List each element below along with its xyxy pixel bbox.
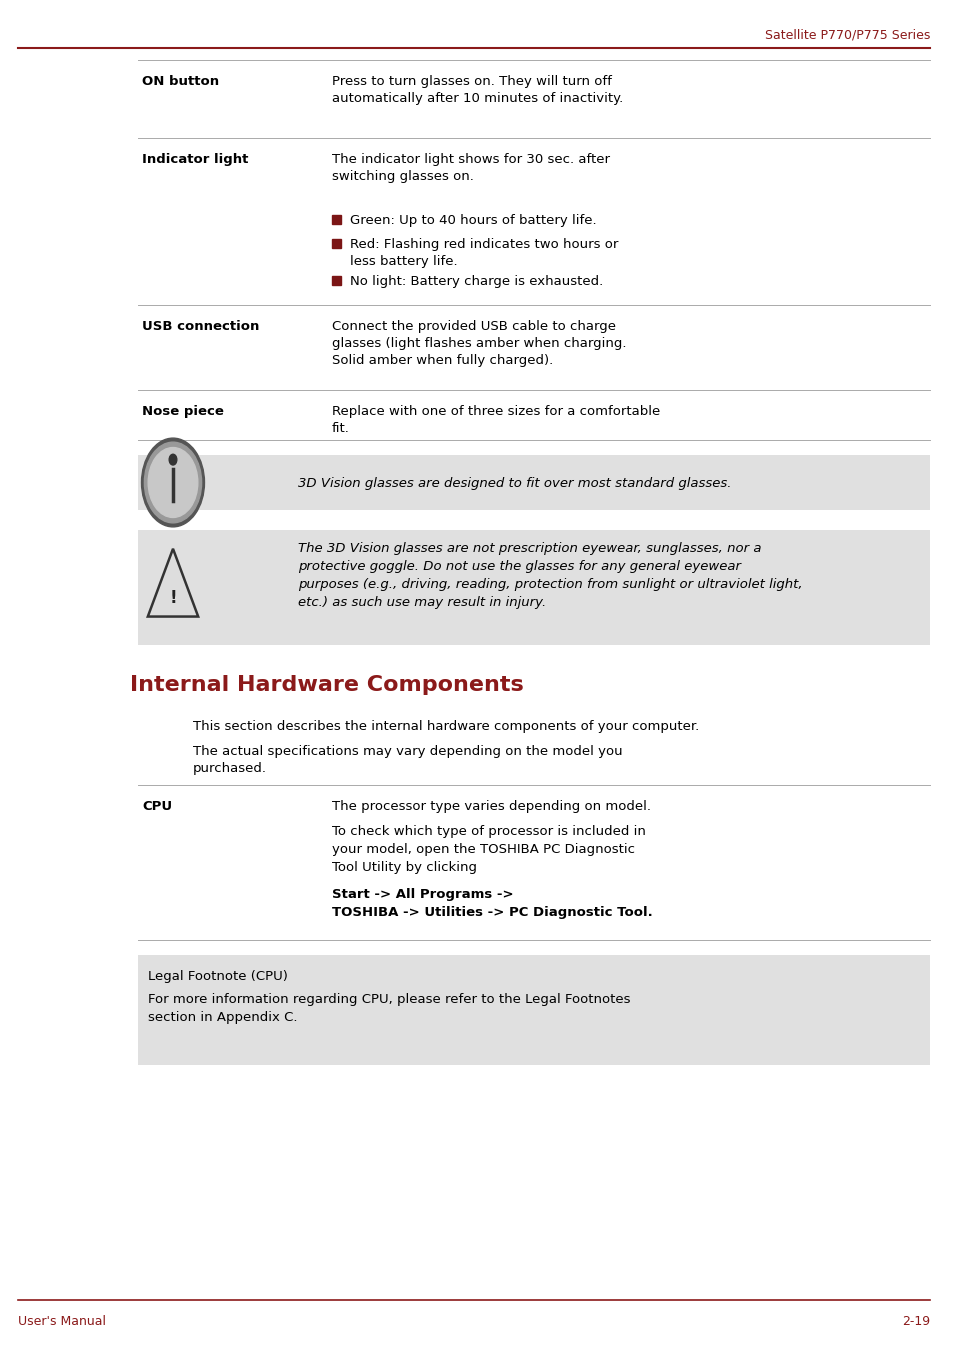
FancyBboxPatch shape (138, 455, 929, 510)
Circle shape (144, 443, 201, 523)
Text: To check which type of processor is included in
your model, open the TOSHIBA PC : To check which type of processor is incl… (332, 824, 645, 874)
Text: Green: Up to 40 hours of battery life.: Green: Up to 40 hours of battery life. (350, 214, 596, 227)
Text: Satellite P770/P775 Series: Satellite P770/P775 Series (763, 28, 929, 40)
FancyBboxPatch shape (332, 276, 340, 285)
Text: Internal Hardware Components: Internal Hardware Components (130, 675, 523, 695)
Text: USB connection: USB connection (142, 320, 259, 334)
Text: !: ! (169, 589, 176, 607)
Text: For more information regarding CPU, please refer to the Legal Footnotes
section : For more information regarding CPU, plea… (148, 993, 630, 1024)
Text: ON button: ON button (142, 75, 219, 87)
Circle shape (169, 455, 176, 465)
Text: 3D Vision glasses are designed to fit over most standard glasses.: 3D Vision glasses are designed to fit ov… (297, 476, 731, 490)
Text: The indicator light shows for 30 sec. after
switching glasses on.: The indicator light shows for 30 sec. af… (332, 153, 609, 183)
FancyBboxPatch shape (332, 215, 340, 225)
Text: The processor type varies depending on model.: The processor type varies depending on m… (332, 800, 650, 812)
Text: Replace with one of three sizes for a comfortable
fit.: Replace with one of three sizes for a co… (332, 405, 659, 434)
Text: This section describes the internal hardware components of your computer.: This section describes the internal hard… (193, 720, 699, 733)
Text: No light: Battery charge is exhausted.: No light: Battery charge is exhausted. (350, 274, 602, 288)
FancyBboxPatch shape (138, 955, 929, 1065)
Text: 2-19: 2-19 (901, 1315, 929, 1328)
Text: Connect the provided USB cable to charge
glasses (light flashes amber when charg: Connect the provided USB cable to charge… (332, 320, 626, 367)
Circle shape (148, 448, 197, 518)
FancyBboxPatch shape (332, 239, 340, 247)
Text: Legal Footnote (CPU): Legal Footnote (CPU) (148, 970, 288, 983)
Text: User's Manual: User's Manual (18, 1315, 106, 1328)
Polygon shape (148, 549, 198, 616)
FancyBboxPatch shape (138, 530, 929, 646)
Circle shape (141, 438, 204, 527)
Text: Press to turn glasses on. They will turn off
automatically after 10 minutes of i: Press to turn glasses on. They will turn… (332, 75, 622, 105)
Text: The actual specifications may vary depending on the model you
purchased.: The actual specifications may vary depen… (193, 745, 622, 775)
Text: Indicator light: Indicator light (142, 153, 248, 165)
Text: Nose piece: Nose piece (142, 405, 224, 418)
Text: Red: Flashing red indicates two hours or
less battery life.: Red: Flashing red indicates two hours or… (350, 238, 618, 268)
Text: Start -> All Programs ->
TOSHIBA -> Utilities -> PC Diagnostic Tool.: Start -> All Programs -> TOSHIBA -> Util… (332, 888, 652, 919)
Text: CPU: CPU (142, 800, 172, 812)
Text: The 3D Vision glasses are not prescription eyewear, sunglasses, nor a
protective: The 3D Vision glasses are not prescripti… (297, 542, 801, 609)
